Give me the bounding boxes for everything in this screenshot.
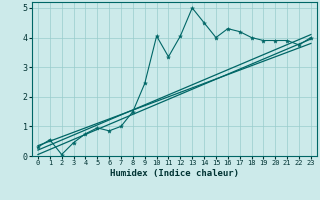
- X-axis label: Humidex (Indice chaleur): Humidex (Indice chaleur): [110, 169, 239, 178]
